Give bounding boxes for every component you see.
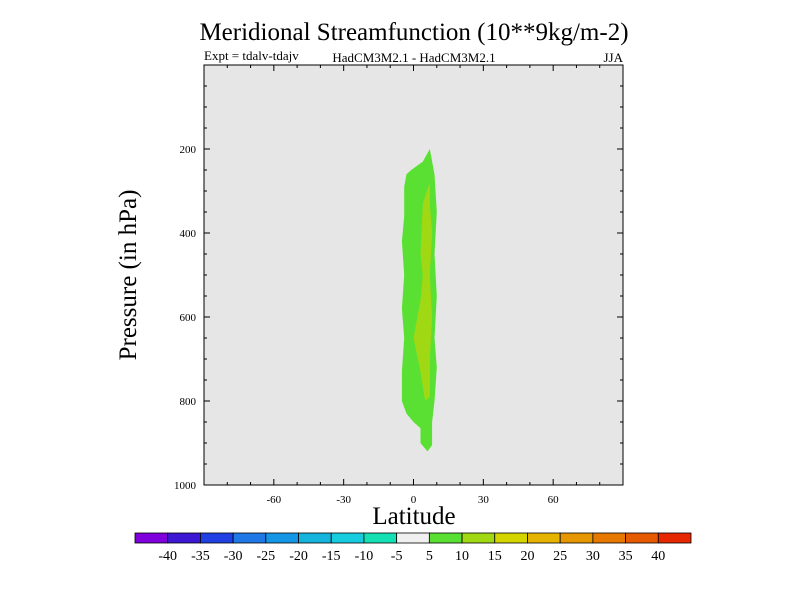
y-tick-label: 800 xyxy=(180,396,197,408)
colorbar-swatch xyxy=(592,532,626,544)
subtitle-center: HadCM3M2.1 - HadCM3M2.1 xyxy=(332,50,495,65)
colorbar-swatch xyxy=(527,532,561,544)
y-tick-labels: 200 400 600 800 1000 xyxy=(174,144,197,492)
colorbar-labels: -40 -35 -30 -25 -20 -15 -10 -5 5 10 15 20 25 30 35 40 xyxy=(158,549,665,564)
colorbar-level-label: 15 xyxy=(488,549,502,564)
y-tick-label: 400 xyxy=(180,228,197,240)
colorbar-swatch xyxy=(657,532,692,544)
y-axis-label: Pressure (in hPa) xyxy=(115,190,142,361)
subtitle-left: Expt = tdalv-tdajv xyxy=(204,48,299,63)
plot-frame xyxy=(203,64,624,486)
colorbar-swatch xyxy=(200,532,234,544)
colorbar-level-label: 30 xyxy=(586,549,600,564)
colorbar-level-label: 10 xyxy=(455,549,469,564)
colorbar-level-label: -15 xyxy=(322,549,341,564)
colorbar-swatch xyxy=(625,532,659,544)
y-tick-label: 1000 xyxy=(174,480,197,492)
colorbar-level-label: -30 xyxy=(224,549,243,564)
colorbar-level-label: -25 xyxy=(256,549,275,564)
colorbar-level-label: -20 xyxy=(289,549,308,564)
x-axis-label: Latitude xyxy=(372,503,455,530)
colorbar-swatch xyxy=(167,532,201,544)
contour-region-1 xyxy=(401,149,437,452)
colorbar-swatch xyxy=(559,532,594,544)
colorbar-level-label: 35 xyxy=(619,549,633,564)
colorbar-swatch xyxy=(396,532,430,544)
colorbar-swatch xyxy=(461,532,496,544)
colorbar-swatch xyxy=(134,532,169,544)
colorbar-swatch xyxy=(298,532,332,544)
chart-title: Meridional Streamfunction (10**9kg/m-2) xyxy=(199,19,628,46)
x-tick-label: -60 xyxy=(266,494,281,506)
colorbar-level-label: 5 xyxy=(426,549,433,564)
x-tick-label: -30 xyxy=(336,494,351,506)
colorbar-level-label: -10 xyxy=(355,549,374,564)
contour-region-2 xyxy=(413,182,433,401)
colorbar-level-label: -40 xyxy=(158,549,177,564)
contour-layer xyxy=(401,149,437,452)
colorbar-swatch xyxy=(363,532,398,544)
colorbar-level-label: 25 xyxy=(553,549,567,564)
x-tick-label: 30 xyxy=(478,494,490,506)
colorbar-swatch xyxy=(428,532,463,544)
colorbar-level-label: 40 xyxy=(651,549,665,564)
y-tick-label: 200 xyxy=(180,144,197,156)
x-tick-label: 0 xyxy=(411,494,417,506)
x-tick-label: 60 xyxy=(548,494,560,506)
colorbar xyxy=(134,532,692,544)
colorbar-swatch xyxy=(330,532,365,544)
colorbar-level-label: -5 xyxy=(391,549,403,564)
x-tick-labels: -60 -30 0 30 60 xyxy=(266,494,559,506)
subtitle-right: JJA xyxy=(603,50,623,65)
colorbar-level-label: 20 xyxy=(520,549,534,564)
colorbar-level-label: -35 xyxy=(191,549,210,564)
y-tick-label: 600 xyxy=(180,312,197,324)
colorbar-swatch xyxy=(494,532,528,544)
colorbar-swatch xyxy=(265,532,299,544)
colorbar-swatch xyxy=(232,532,267,544)
